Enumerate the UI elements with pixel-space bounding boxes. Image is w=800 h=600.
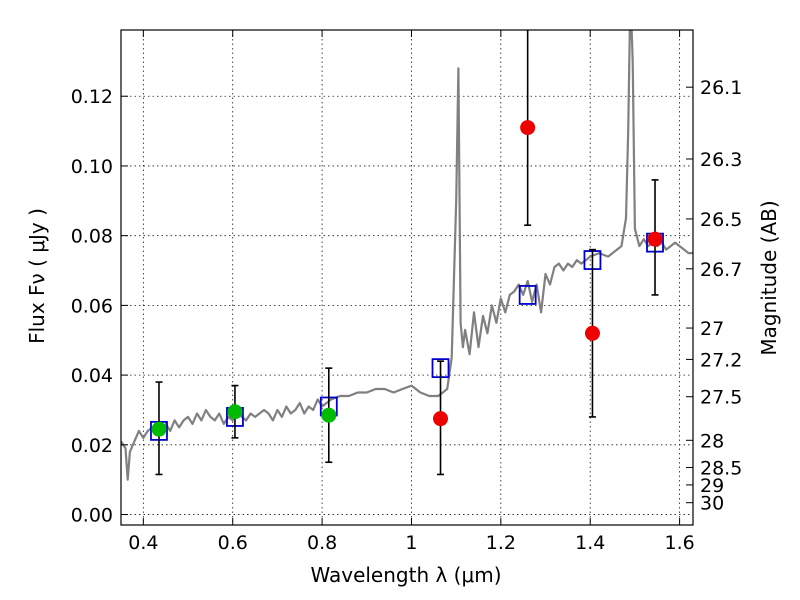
grid — [121, 30, 693, 525]
x-tick-label: 0.6 — [218, 532, 248, 554]
green-data-point — [151, 421, 167, 437]
x-tick-label: 1.6 — [664, 532, 694, 554]
green-data-point — [321, 407, 337, 423]
y-tick-label: 0.10 — [71, 156, 113, 178]
y2-tick-label: 28 — [700, 430, 724, 452]
tick-labels: 0.4 0.6 0.8 1 1.2 1.4 1.6 0.00 0.02 0.04 0.06 0.08 0… — [71, 77, 743, 554]
x-tick-label: 1.2 — [486, 532, 516, 554]
x-tick-label: 1 — [405, 532, 417, 554]
red-data-point — [584, 325, 600, 341]
red-data-point — [647, 231, 663, 247]
y-tick-label: 0.04 — [71, 365, 113, 387]
green-data-point — [227, 404, 243, 420]
x-axis-label: Wavelength λ (μm) — [310, 563, 501, 587]
y-tick-label: 0.02 — [71, 435, 113, 457]
y2-tick-label: 26.5 — [700, 209, 742, 231]
y2-tick-label: 29 — [700, 475, 724, 497]
x-tick-label: 0.4 — [128, 532, 158, 554]
y2-tick-label: 26.7 — [700, 259, 742, 281]
tick-marks — [121, 30, 693, 525]
model-photometry-square — [518, 285, 537, 305]
red-data-point — [520, 120, 536, 136]
x-tick-label: 1.4 — [575, 532, 605, 554]
y2-tick-label: 27.2 — [700, 349, 742, 371]
y2-tick-label: 27.5 — [700, 387, 742, 409]
y2-tick-label: 30 — [700, 493, 724, 515]
plot-content — [121, 30, 693, 481]
y-tick-label: 0.12 — [71, 86, 113, 108]
y-tick-label: 0.06 — [71, 295, 113, 317]
y-tick-label: 0.00 — [71, 505, 113, 527]
y-axis-label: Flux Fν ( μJy ) — [25, 208, 49, 344]
y2-tick-label: 26.1 — [700, 77, 742, 99]
y2-tick-label: 26.3 — [700, 149, 742, 171]
y2-tick-label: 27 — [700, 318, 724, 340]
y2-axis-label: Magnitude (AB) — [757, 200, 781, 355]
y2-tick-label: 28.5 — [700, 457, 742, 479]
spectrum-line — [121, 30, 693, 481]
plot-frame — [120, 29, 694, 526]
plot-area — [121, 30, 693, 481]
x-tick-label: 0.8 — [307, 532, 337, 554]
y-tick-label: 0.08 — [71, 226, 113, 248]
red-data-point — [433, 411, 449, 427]
